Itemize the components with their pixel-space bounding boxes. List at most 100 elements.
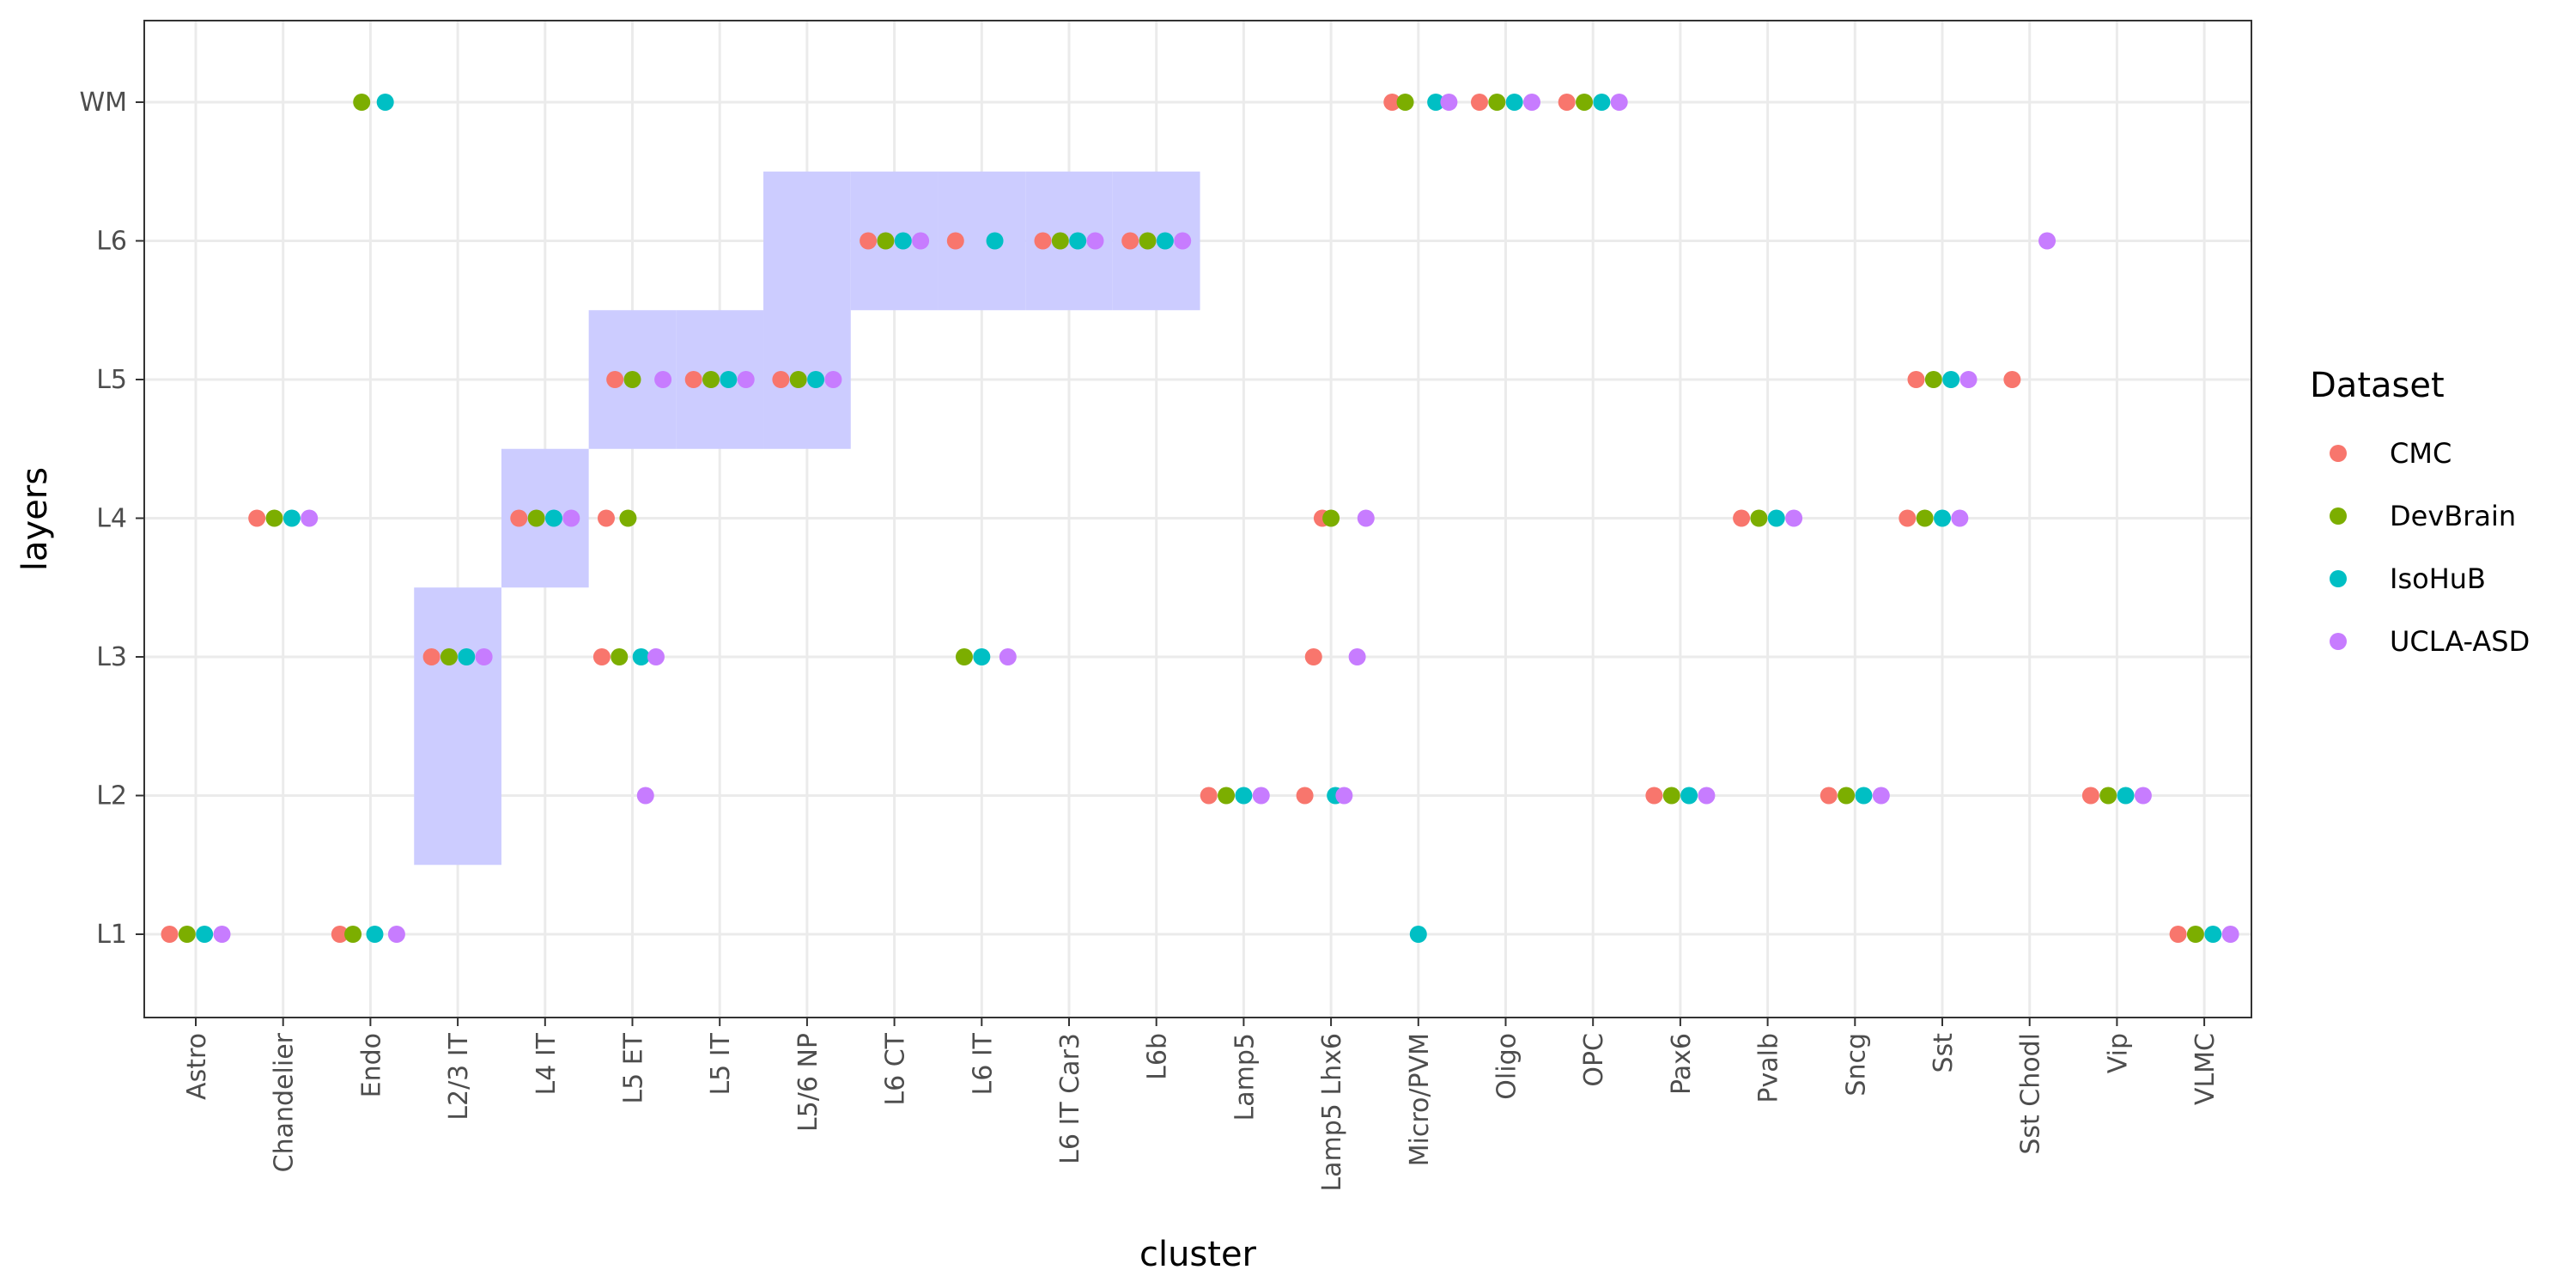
point-cmc-l5-6-np-l5 xyxy=(772,371,790,388)
point-cmc-lamp5-lhx6-l3 xyxy=(1304,648,1322,665)
point-ucla-asd-l6-ct-l6 xyxy=(912,232,930,250)
y-axis: L1 L2 L3 L4 L5 L6 WM xyxy=(79,88,144,950)
x-tick-label-l6-ct: L6 CT xyxy=(881,1032,911,1105)
x-tick-label-l6b: L6b xyxy=(1143,1033,1173,1080)
x-tick-label-oligo: Oligo xyxy=(1492,1033,1522,1100)
y-tick-label-wm: WM xyxy=(79,88,127,118)
legend-label-cmc: CMC xyxy=(2390,437,2451,470)
point-cmc-l6b-l6 xyxy=(1121,232,1139,250)
point-devbrain-l5-et-l5 xyxy=(623,371,641,388)
point-devbrain-lamp5-lhx6-l4 xyxy=(1322,509,1340,527)
point-isohub-pax6-l2 xyxy=(1680,787,1698,805)
point-ucla-asd-l6-it-l3 xyxy=(999,648,1017,665)
point-isohub-micro-pvm-wm xyxy=(1427,94,1445,111)
point-devbrain-endo-l1 xyxy=(344,926,362,943)
point-isohub-sst-l4 xyxy=(1934,509,1951,527)
y-tick-label-l1: L1 xyxy=(96,920,127,950)
point-cmc-sst-l5 xyxy=(1907,371,1925,388)
point-ucla-asd-l5-it-l5 xyxy=(737,371,755,388)
point-isohub-l5-it-l5 xyxy=(720,371,738,388)
point-ucla-asd-l5-et-l2 xyxy=(636,787,654,805)
point-ucla-asd-astro-l1 xyxy=(213,926,231,943)
point-isohub-vip-l2 xyxy=(2117,787,2135,805)
legend-key-isohub xyxy=(2330,570,2347,587)
legend-items: CMC DevBrain IsoHuB UCLA-ASD xyxy=(2330,437,2530,658)
x-tick-label-micro-pvm: Micro/PVM xyxy=(1405,1033,1435,1166)
point-devbrain-pax6-l2 xyxy=(1662,787,1680,805)
point-cmc-l6-it-l6 xyxy=(946,232,964,250)
point-ucla-asd-micro-pvm-wm xyxy=(1440,94,1458,111)
x-tick-label-l4-it: L4 IT xyxy=(532,1032,562,1095)
point-isohub-astro-l1 xyxy=(196,926,214,943)
x-tick-label-pvalb: Pvalb xyxy=(1754,1033,1784,1103)
point-cmc-pvalb-l4 xyxy=(1733,509,1751,527)
point-devbrain-l5-6-np-l5 xyxy=(789,371,807,388)
x-tick-label-l5-et: L5 ET xyxy=(619,1032,649,1103)
y-tick-label-l5: L5 xyxy=(96,365,127,395)
point-cmc-l2-3-it-l3 xyxy=(422,648,440,665)
point-ucla-asd-vlmc-l1 xyxy=(2221,926,2239,943)
x-tick-label-chandelier: Chandelier xyxy=(270,1032,300,1172)
point-ucla-asd-lamp5-lhx6-l2 xyxy=(1335,787,1353,805)
x-tick-label-lamp5: Lamp5 xyxy=(1230,1033,1260,1121)
point-ucla-asd-lamp5-l2 xyxy=(1252,787,1270,805)
x-tick-label-sncg: Sncg xyxy=(1841,1033,1871,1097)
x-tick-label-endo: Endo xyxy=(356,1033,386,1097)
legend: Dataset CMC DevBrain IsoHuB UCLA-ASD xyxy=(2310,366,2530,658)
point-devbrain-sst-l4 xyxy=(1916,509,1934,527)
point-devbrain-sncg-l2 xyxy=(1838,787,1856,805)
point-ucla-asd-sst-l4 xyxy=(1951,509,1969,527)
point-devbrain-vlmc-l1 xyxy=(2186,926,2204,943)
y-tick-label-l6: L6 xyxy=(96,227,127,257)
point-cmc-l5-it-l5 xyxy=(684,371,702,388)
point-cmc-l6-it-car3-l6 xyxy=(1034,232,1052,250)
point-devbrain-oligo-wm xyxy=(1488,94,1506,111)
point-isohub-l6b-l6 xyxy=(1156,232,1174,250)
point-isohub-chandelier-l4 xyxy=(283,509,301,527)
point-cmc-l4-it-l4 xyxy=(510,509,528,527)
point-devbrain-vip-l2 xyxy=(2099,787,2117,805)
highlight-region-l5-6-np xyxy=(763,171,851,449)
point-ucla-asd-l5-et-l5 xyxy=(654,371,672,388)
point-isohub-endo-wm xyxy=(376,94,394,111)
x-tick-label-vip: Vip xyxy=(2103,1033,2133,1073)
point-devbrain-chandelier-l4 xyxy=(265,509,283,527)
x-axis-title: cluster xyxy=(1139,1235,1257,1274)
point-ucla-asd-l4-it-l4 xyxy=(562,509,580,527)
y-tick-label-l4: L4 xyxy=(96,504,127,534)
x-tick-label-astro: Astro xyxy=(182,1033,212,1100)
point-cmc-sncg-l2 xyxy=(1820,787,1838,805)
legend-label-ucla-asd: UCLA-ASD xyxy=(2390,625,2530,658)
point-ucla-asd-lamp5-lhx6-l4 xyxy=(1357,509,1375,527)
point-devbrain-l6-ct-l6 xyxy=(877,232,895,250)
point-devbrain-l5-et-l4 xyxy=(619,509,637,527)
point-cmc-oligo-wm xyxy=(1470,94,1488,111)
x-tick-label-l2-3-it: L2/3 IT xyxy=(444,1032,474,1120)
point-devbrain-l2-3-it-l3 xyxy=(440,648,458,665)
point-ucla-asd-vip-l2 xyxy=(2134,787,2152,805)
point-isohub-sncg-l2 xyxy=(1855,787,1873,805)
point-ucla-asd-sst-chodl-l6 xyxy=(2038,232,2057,250)
point-devbrain-sst-l5 xyxy=(1924,371,1942,388)
legend-label-devbrain: DevBrain xyxy=(2390,500,2516,532)
point-isohub-sst-l5 xyxy=(1942,371,1960,388)
point-ucla-asd-l2-3-it-l3 xyxy=(475,648,493,665)
point-ucla-asd-l6-it-car3-l6 xyxy=(1086,232,1104,250)
point-cmc-lamp5-l2 xyxy=(1200,787,1218,805)
point-isohub-opc-wm xyxy=(1593,94,1611,111)
x-tick-label-l5-6-np: L5/6 NP xyxy=(793,1033,823,1132)
point-isohub-l6-it-l3 xyxy=(973,648,991,665)
point-devbrain-l5-it-l5 xyxy=(702,371,720,388)
point-isohub-lamp5-l2 xyxy=(1235,787,1253,805)
point-devbrain-opc-wm xyxy=(1576,94,1594,111)
point-cmc-vlmc-l1 xyxy=(2169,926,2187,943)
x-tick-label-lamp5-lhx6: Lamp5 Lhx6 xyxy=(1317,1033,1347,1192)
point-cmc-l5-et-l3 xyxy=(592,648,611,665)
point-devbrain-endo-wm xyxy=(353,94,371,111)
point-cmc-l5-et-l5 xyxy=(606,371,624,388)
point-cmc-l6-ct-l6 xyxy=(860,232,878,250)
legend-key-devbrain xyxy=(2330,507,2347,525)
x-tick-label-l5-it: L5 IT xyxy=(706,1032,736,1095)
x-tick-label-vlmc: VLMC xyxy=(2190,1033,2221,1105)
